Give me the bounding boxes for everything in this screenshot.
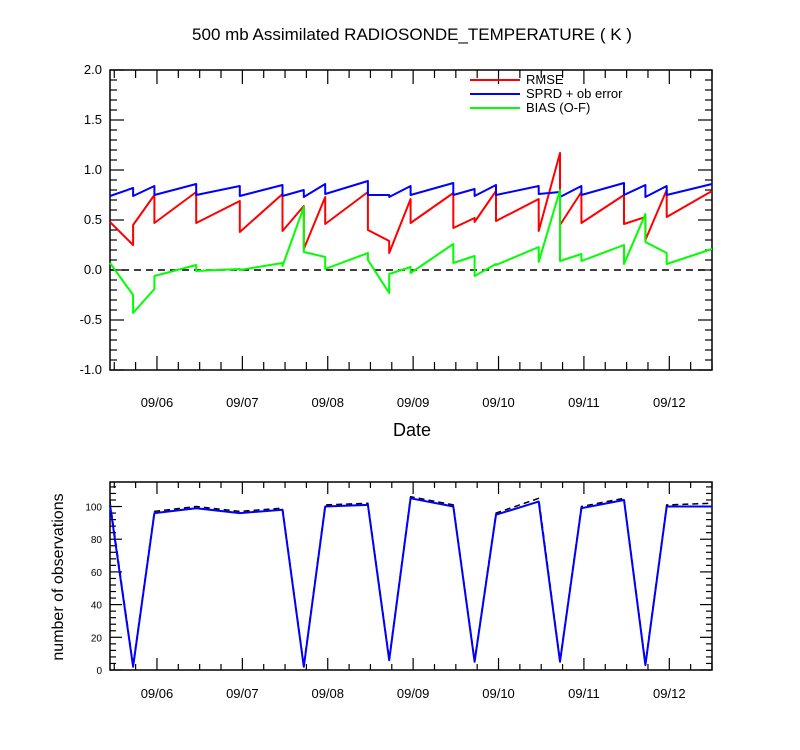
top-plot-area: -1.0 -0.5 0.0 0.5 1.0 1.5 2.0 09/06 09/07 09/08 09… bbox=[80, 62, 713, 410]
series-line-bias-o-f bbox=[109, 189, 713, 314]
x-tick-label: 09/10 bbox=[482, 395, 515, 410]
x-tick-label: 09/08 bbox=[311, 686, 344, 701]
x-tick-label: 09/11 bbox=[568, 686, 600, 701]
x-tick-label: 09/08 bbox=[311, 395, 344, 410]
x-tick-label: 09/07 bbox=[226, 395, 259, 410]
y-tick-label: 80 bbox=[91, 535, 103, 546]
y-tick-label: 60 bbox=[91, 568, 103, 579]
y-tick-label: 2.0 bbox=[84, 62, 102, 77]
bottom-plot-area: 0 20 40 60 80 100 09/06 09/07 09/08 09/09 09/10 09/… bbox=[85, 481, 713, 701]
bias-rmse-panel: 500 mb Assimilated RADIOSONDE_TEMPERATUR… bbox=[80, 25, 713, 440]
x-tick-label: 09/09 bbox=[397, 395, 430, 410]
y-tick-label: -1.0 bbox=[80, 362, 102, 377]
y-tick-label: 100 bbox=[85, 503, 102, 514]
y-tick-label: 40 bbox=[91, 601, 103, 612]
legend-label: SPRD + ob error bbox=[526, 86, 623, 101]
y-axis-label: number of observations bbox=[50, 493, 67, 660]
series-line-1 bbox=[109, 497, 712, 668]
series-line-rmse bbox=[109, 152, 713, 254]
chart-title: 500 mb Assimilated RADIOSONDE_TEMPERATUR… bbox=[192, 25, 632, 44]
x-tick-label: 09/09 bbox=[397, 686, 430, 701]
y-tick-label: 1.5 bbox=[84, 112, 102, 127]
x-tick-label: 09/06 bbox=[141, 686, 174, 701]
series-line-0 bbox=[109, 495, 713, 666]
y-tick-label: 0 bbox=[96, 666, 102, 677]
y-tick-label: 20 bbox=[91, 633, 103, 644]
x-tick-label: 09/10 bbox=[482, 686, 515, 701]
x-tick-label: 09/06 bbox=[141, 395, 174, 410]
x-tick-label: 09/11 bbox=[568, 395, 600, 410]
y-tick-label: -0.5 bbox=[80, 312, 102, 327]
y-tick-label: 1.0 bbox=[84, 162, 102, 177]
x-tick-label: 09/07 bbox=[226, 686, 259, 701]
series-line-sprd-ob-error bbox=[109, 180, 713, 198]
y-tick-label: 0.0 bbox=[84, 262, 102, 277]
observations-panel: 0 20 40 60 80 100 09/06 09/07 09/08 09/09 09/10 09/… bbox=[50, 481, 713, 701]
y-tick-label: 0.5 bbox=[84, 212, 102, 227]
x-axis-label: Date bbox=[393, 420, 431, 440]
plot-frame bbox=[109, 481, 713, 671]
x-tick-label: 09/12 bbox=[653, 686, 686, 701]
legend-label: BIAS (O-F) bbox=[526, 100, 590, 115]
legend-label: RMSE bbox=[526, 72, 564, 87]
x-tick-label: 09/12 bbox=[653, 395, 686, 410]
